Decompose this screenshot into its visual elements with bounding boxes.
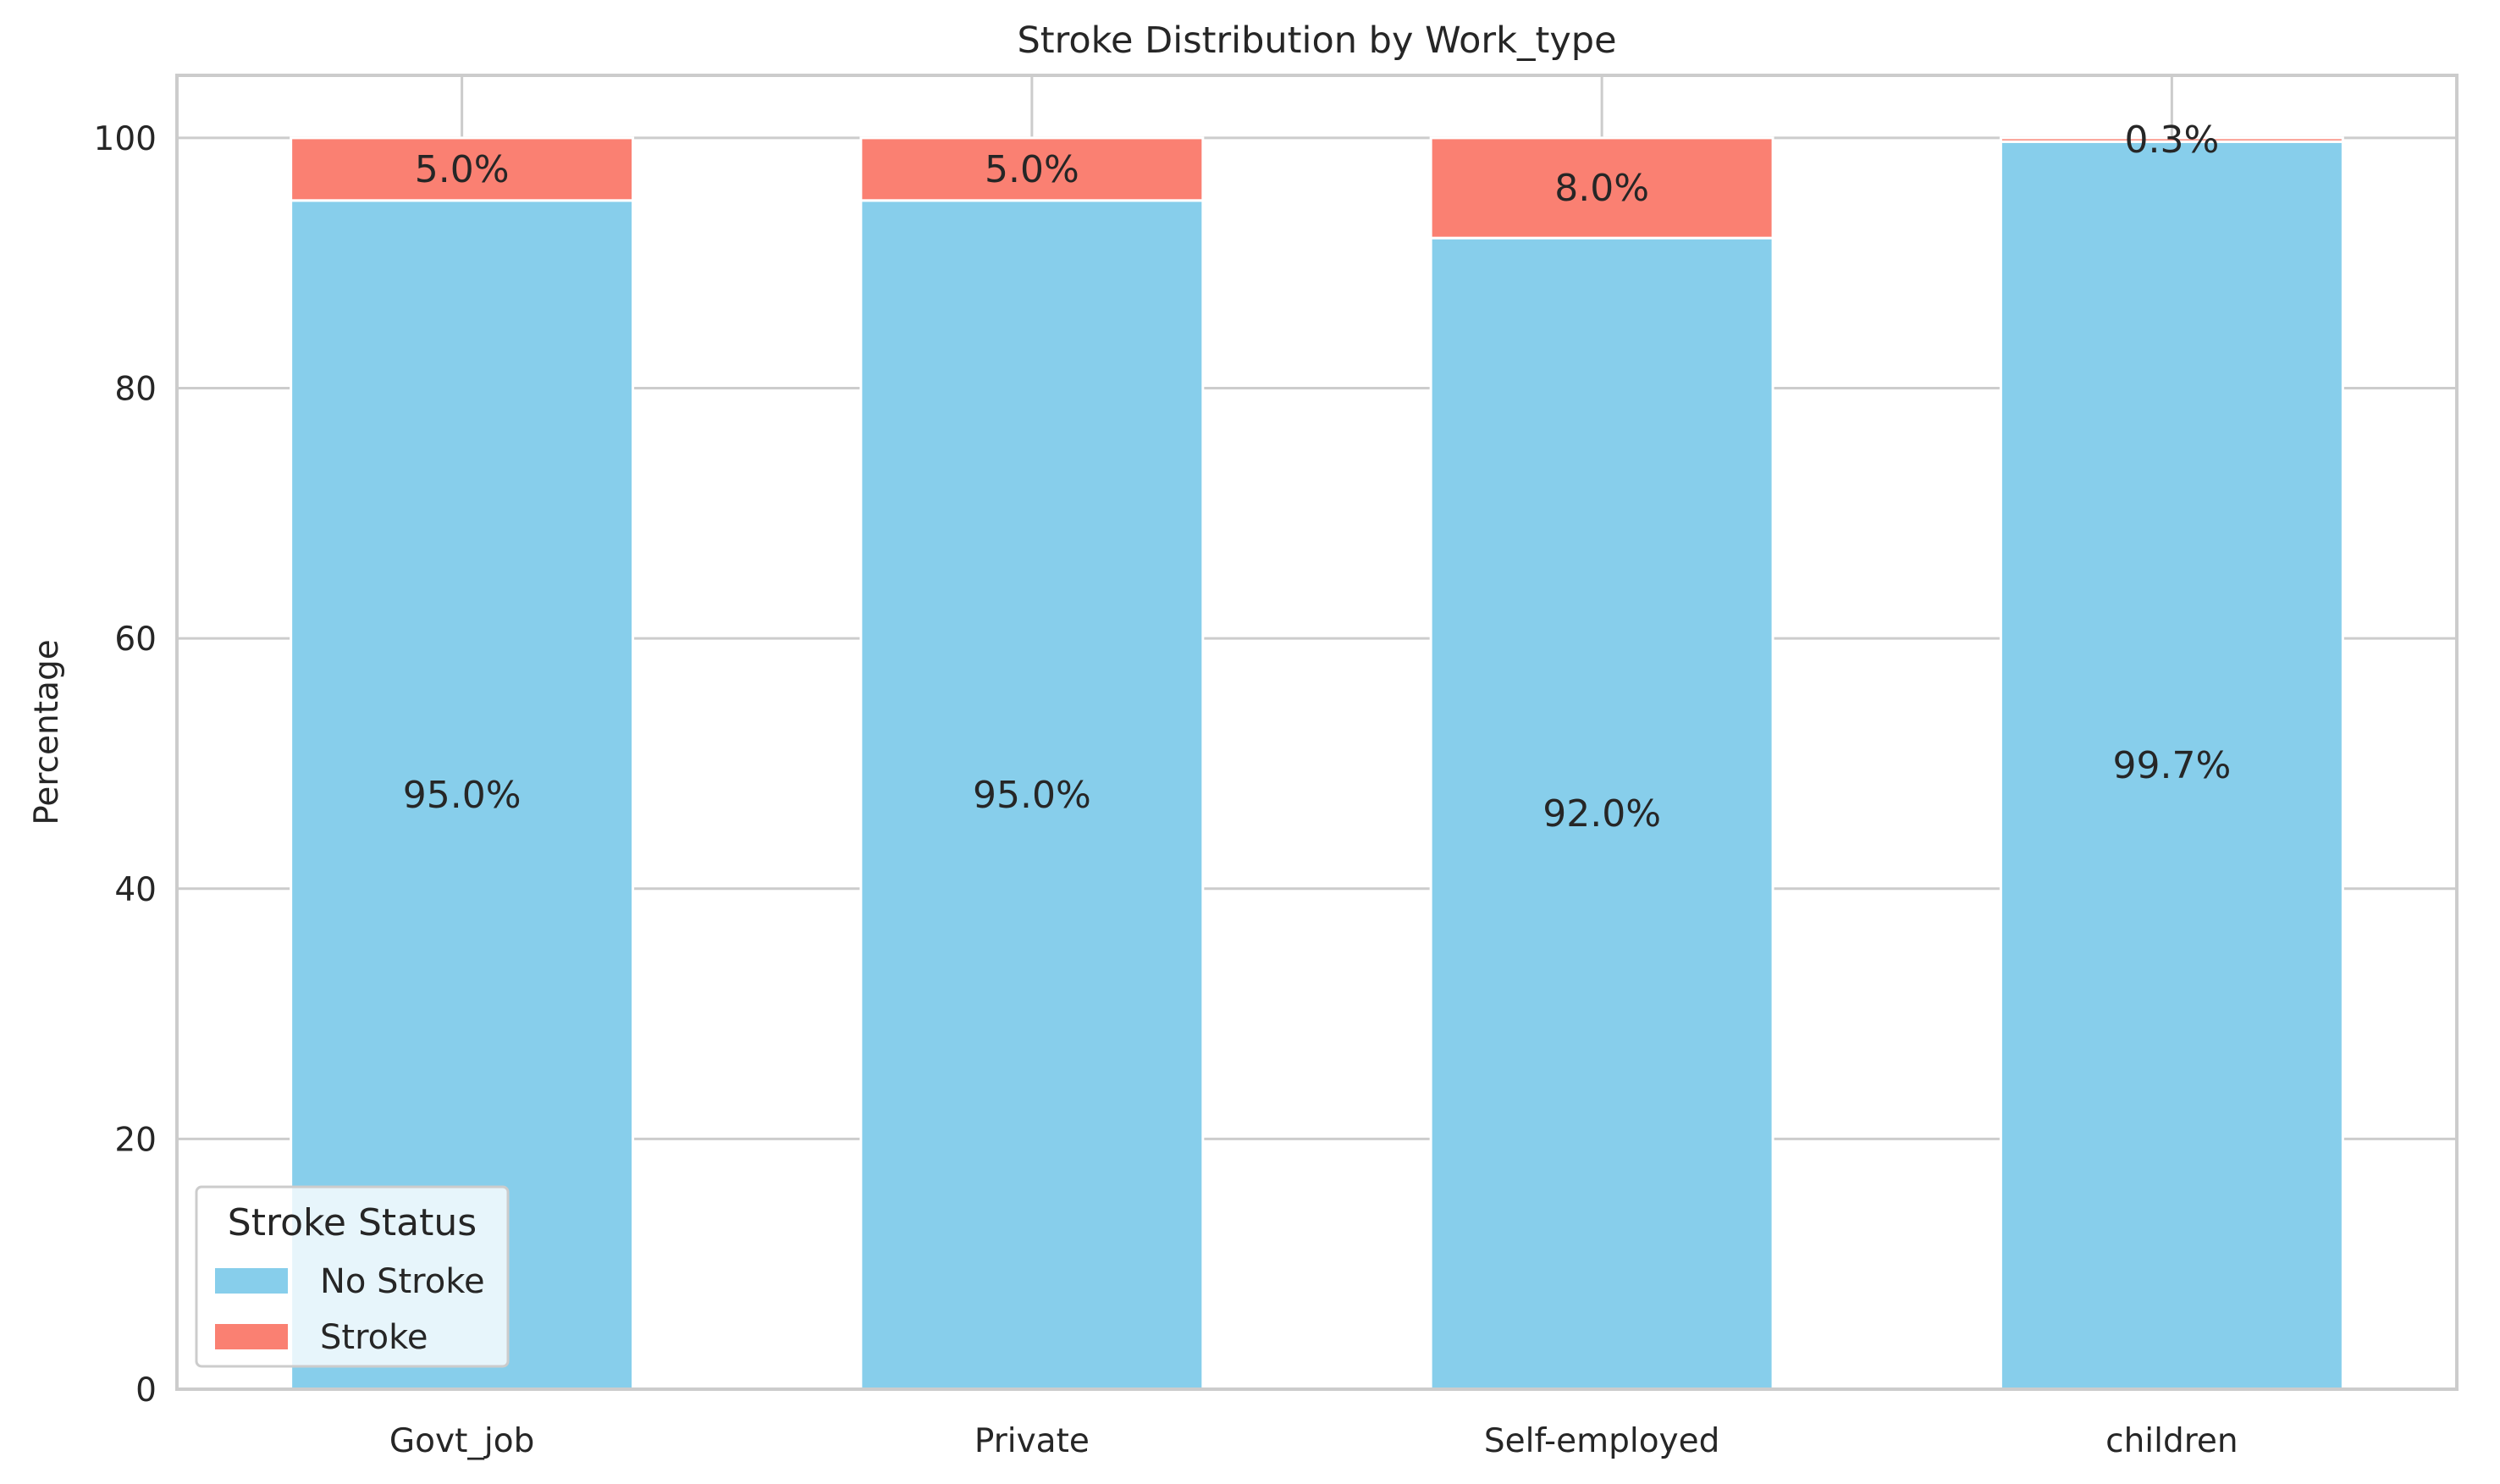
y-tick-label: 0 xyxy=(135,1371,157,1410)
bar-value-label: 5.0% xyxy=(415,148,510,191)
plot-frame xyxy=(175,74,2459,1391)
bar-no-stroke xyxy=(1429,236,1774,1391)
bar-stroke xyxy=(290,136,635,202)
x-tick-label: Private xyxy=(974,1422,1090,1460)
legend-label-stroke: Stroke xyxy=(320,1318,428,1357)
bar-value-label: 99.7% xyxy=(2112,744,2231,787)
legend: Stroke Status No Stroke Stroke xyxy=(195,1185,510,1368)
bar-value-label: 0.3% xyxy=(2124,119,2219,162)
y-tick-label: 40 xyxy=(114,871,157,909)
bar-value-label: 5.0% xyxy=(985,148,1079,191)
bar-no-stroke xyxy=(1999,140,2344,1391)
bar-value-label: 8.0% xyxy=(1554,167,1649,210)
bar-value-label: 95.0% xyxy=(973,774,1091,817)
x-tick-label: children xyxy=(2105,1422,2238,1460)
bar-stroke xyxy=(1999,136,2344,143)
chart-title: Stroke Distribution by Work_type xyxy=(1017,19,1616,62)
y-tick-label: 100 xyxy=(94,120,157,158)
bar-value-label: 95.0% xyxy=(403,774,522,817)
x-tick-label: Self-employed xyxy=(1484,1422,1720,1460)
bar-stroke xyxy=(859,136,1205,202)
bar-labels: 95.0% 5.0% 95.0% 5.0% 92.0% 8.0% 99.7% 0.3% xyxy=(403,119,2232,836)
axes: 0 20 40 60 80 100 Govt_job Private Self-employed… xyxy=(94,120,2238,1460)
y-tick-label: 80 xyxy=(114,371,157,409)
y-axis-label: Percentage xyxy=(28,639,66,825)
legend-swatch-no-stroke xyxy=(215,1268,288,1294)
legend-box xyxy=(195,1185,510,1368)
y-tick-label: 60 xyxy=(114,621,157,659)
bar-value-label: 92.0% xyxy=(1542,792,1661,836)
x-tick-label: Govt_job xyxy=(389,1422,534,1460)
legend-swatch-stroke xyxy=(215,1324,288,1349)
legend-label-no-stroke: No Stroke xyxy=(320,1262,485,1301)
bar-stroke xyxy=(1429,136,1774,240)
legend-title: Stroke Status xyxy=(228,1201,477,1244)
bar-no-stroke xyxy=(859,199,1205,1391)
y-tick-label: 20 xyxy=(114,1121,157,1159)
